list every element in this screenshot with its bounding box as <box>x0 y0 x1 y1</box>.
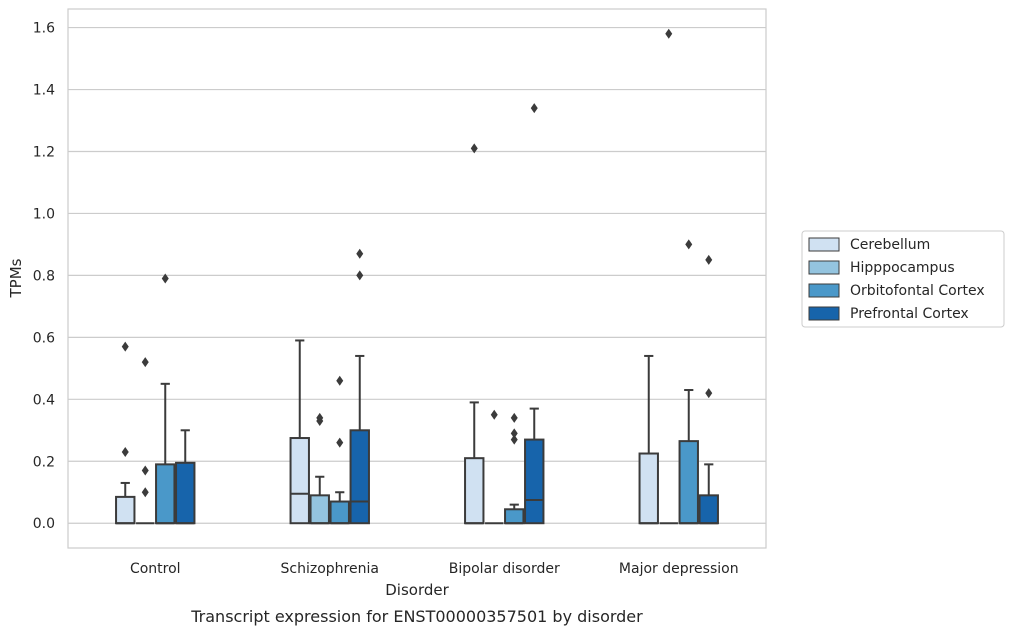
box-orbitofontal-cortex <box>155 273 176 525</box>
box-body <box>638 452 659 525</box>
legend-swatch <box>808 283 840 298</box>
y-tick-label: 1.0 <box>33 206 55 222</box>
outlier-point <box>356 248 364 259</box>
legend-label: Cerebellum <box>850 237 930 253</box>
legend-label: Hipppocampus <box>850 260 955 276</box>
outlier-point <box>530 103 538 114</box>
box-body <box>464 457 485 525</box>
outlier-point <box>510 412 518 423</box>
outlier-point <box>665 28 673 39</box>
y-tick-label: 1.6 <box>33 21 55 37</box>
x-tick-label: Major depression <box>619 561 739 577</box>
outlier-point <box>705 254 713 265</box>
x-axis-tick-labels: Control Schizophrenia Bipolar disorder Majo… <box>130 561 739 577</box>
legend-swatch <box>808 260 840 275</box>
outlier-point <box>510 428 518 439</box>
legend-label: Prefrontal Cortex <box>850 306 969 322</box>
box-orbitofontal-cortex <box>329 375 350 525</box>
box-body <box>524 438 545 525</box>
outlier-point <box>121 341 129 352</box>
box-body <box>289 437 310 525</box>
box-prefrontal-cortex <box>698 254 719 525</box>
y-axis-title: TPMs <box>7 258 25 298</box>
legend-frame <box>801 230 1005 328</box>
x-tick-label: Control <box>130 561 181 577</box>
figure-caption: Transcript expression for ENST0000035750… <box>190 607 643 626</box>
box-cerebellum <box>638 354 659 525</box>
box-prefrontal-cortex <box>349 248 370 525</box>
legend: Cerebellum Hipppocampus Orbitofontal Corte… <box>801 230 1005 328</box>
box-cerebellum <box>115 341 136 525</box>
outlier-point <box>141 487 149 498</box>
box-hipppocampus <box>659 28 678 525</box>
x-axis-title: Disorder <box>385 581 449 599</box>
outlier-point <box>161 273 169 284</box>
box-prefrontal-cortex <box>175 429 196 525</box>
gridlines <box>68 26 766 524</box>
outlier-point <box>121 446 129 457</box>
box-prefrontal-cortex <box>524 103 545 525</box>
box-body <box>349 429 370 525</box>
box-body <box>155 463 176 525</box>
outlier-point <box>141 357 149 368</box>
y-tick-label: 0.4 <box>33 392 55 408</box>
box-cerebellum <box>289 339 310 525</box>
legend-label: Orbitofontal Cortex <box>850 283 985 299</box>
box-body <box>504 508 525 525</box>
box-hipppocampus <box>485 409 504 525</box>
y-tick-label: 0.6 <box>33 330 55 346</box>
box-body <box>698 494 719 525</box>
box-orbitofontal-cortex <box>678 239 699 525</box>
x-tick-label: Bipolar disorder <box>449 561 560 577</box>
y-tick-label: 0.8 <box>33 268 55 284</box>
plot-area-frame <box>67 8 767 549</box>
outlier-point <box>490 409 498 420</box>
outlier-point <box>141 465 149 476</box>
box-series <box>115 28 719 525</box>
y-axis-tick-labels: 0.0 0.2 0.4 0.6 0.8 1.0 1.2 1.4 1.6 <box>33 21 55 533</box>
y-tick-label: 1.2 <box>33 144 55 160</box>
y-tick-label: 1.4 <box>33 83 55 99</box>
box-hipppocampus <box>136 357 155 525</box>
y-tick-label: 0.0 <box>33 516 55 532</box>
legend-swatch <box>808 237 840 252</box>
legend-swatch <box>808 306 840 321</box>
outlier-point <box>470 143 478 154</box>
box-cerebellum <box>464 143 485 525</box>
box-body <box>329 500 350 525</box>
outlier-point <box>705 388 713 399</box>
x-tick-label: Schizophrenia <box>281 561 379 577</box>
outlier-point <box>316 412 324 423</box>
y-tick-label: 0.2 <box>33 454 55 470</box>
box-body <box>115 495 136 525</box>
box-body <box>175 461 196 525</box>
box-hipppocampus <box>309 412 330 525</box>
box-body <box>309 494 330 525</box>
outlier-point <box>510 434 518 445</box>
box-body <box>678 440 699 525</box>
box-orbitofontal-cortex <box>504 412 525 525</box>
outlier-point <box>685 239 693 250</box>
outlier-point <box>356 270 364 281</box>
outlier-point <box>336 375 344 386</box>
outlier-point <box>336 437 344 448</box>
